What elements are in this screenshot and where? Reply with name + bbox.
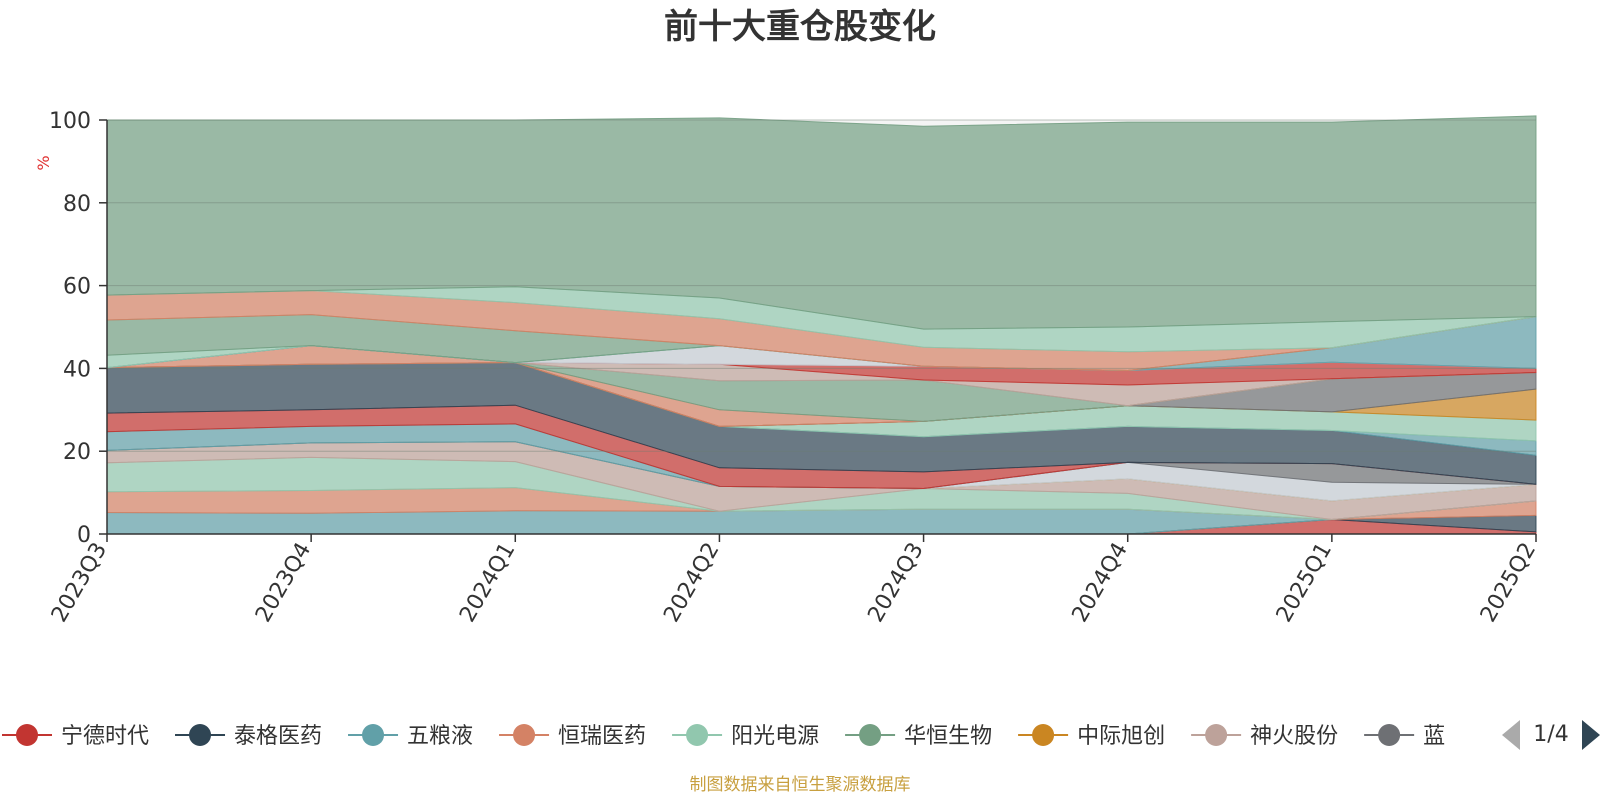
legend-item-0[interactable]: 宁德时代 <box>2 724 149 749</box>
legend-label: 中际旭创 <box>1077 724 1165 749</box>
legend-marker-icon <box>1378 724 1401 746</box>
legend-marker-icon <box>1205 724 1228 746</box>
x-tick-label: 2024Q3 <box>863 539 928 627</box>
legend-next-icon[interactable] <box>1582 720 1600 750</box>
area-series-27 <box>106 115 1537 330</box>
legend-item-8[interactable]: 蓝 <box>1364 724 1445 749</box>
legend-marker-icon <box>859 724 882 746</box>
legend-page-indicator: 1/4 <box>1533 722 1568 747</box>
x-tick-label: 2024Q4 <box>1068 539 1133 627</box>
y-tick-label: 60 <box>63 275 91 300</box>
grid-lines <box>107 119 1536 452</box>
x-tick-label: 2025Q1 <box>1272 539 1337 627</box>
legend-marker-icon <box>189 724 212 746</box>
x-tick-label: 2023Q3 <box>47 539 112 627</box>
y-tick-label: 0 <box>77 523 91 548</box>
legend-item-1[interactable]: 泰格医药 <box>175 724 322 749</box>
legend-marker-icon <box>16 724 38 746</box>
x-tick-labels: 2023Q3 2023Q4 2024Q1 2024Q2 2024Q3 2024Q4 2025… <box>47 539 1541 627</box>
legend-item-5[interactable]: 华恒生物 <box>845 724 992 749</box>
legend-marker-icon <box>1032 724 1055 746</box>
legend-item-2[interactable]: 五粮液 <box>348 724 473 749</box>
y-tick-label: 80 <box>63 192 91 217</box>
legend-label: 宁德时代 <box>61 724 149 749</box>
legend-label: 泰格医药 <box>234 724 322 749</box>
legend-label: 蓝 <box>1423 724 1445 749</box>
legend-item-4[interactable]: 阳光电源 <box>672 724 819 749</box>
axes <box>99 119 1537 542</box>
source-note: 制图数据来自恒生聚源数据库 <box>690 775 911 795</box>
y-tick-label: 40 <box>63 357 91 382</box>
legend-label: 恒瑞医药 <box>558 724 646 749</box>
x-tick-label: 2023Q4 <box>251 539 316 627</box>
legend-label: 五粮液 <box>407 724 473 749</box>
y-tick-label: 100 <box>49 109 91 134</box>
y-tick-label: 20 <box>63 440 91 465</box>
y-tick-labels: 0 20 40 60 80 100 <box>49 109 91 548</box>
y-axis-unit: % <box>34 155 53 170</box>
legend-label: 神火股份 <box>1250 724 1338 749</box>
legend-marker-icon <box>362 724 385 746</box>
legend-label: 阳光电源 <box>731 724 819 749</box>
legend-prev-icon[interactable] <box>1502 720 1520 750</box>
x-tick-label: 2025Q2 <box>1476 539 1541 627</box>
legend-marker-icon <box>686 724 709 746</box>
legend-pager: 1/4 <box>1502 720 1600 750</box>
legend: 宁德时代 泰格医药 五粮液 恒瑞医药 阳光电源 华恒生物 中际旭创 神火股份 蓝 <box>2 724 1445 749</box>
chart-title: 前十大重仓股变化 <box>664 7 936 47</box>
legend-marker-icon <box>513 724 536 746</box>
area-series-group <box>106 115 1537 535</box>
legend-item-7[interactable]: 神火股份 <box>1191 724 1338 749</box>
x-tick-label: 2024Q1 <box>455 539 520 627</box>
legend-label: 华恒生物 <box>904 724 992 749</box>
legend-item-3[interactable]: 恒瑞医药 <box>499 724 646 749</box>
x-tick-label: 2024Q2 <box>659 539 724 627</box>
legend-item-6[interactable]: 中际旭创 <box>1018 724 1165 749</box>
